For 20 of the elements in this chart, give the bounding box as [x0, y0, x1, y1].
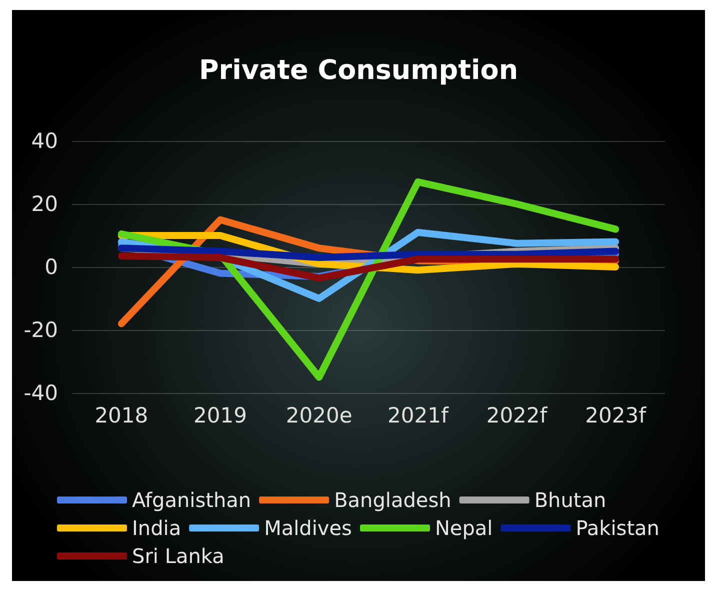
legend-label: India	[132, 516, 182, 540]
y-tick-label: 40	[31, 129, 58, 153]
y-tick-label: -40	[24, 381, 58, 405]
legend-label: Sri Lanka	[132, 544, 224, 568]
x-tick-label: 2018	[94, 404, 148, 428]
y-tick-label: -20	[24, 318, 58, 342]
x-tick-label: 2022f	[486, 404, 548, 428]
legend-label: Pakistan	[576, 516, 660, 540]
chart-title: Private Consumption	[198, 55, 518, 86]
legend-label: Bhutan	[534, 488, 606, 512]
x-tick-label: 2021f	[387, 404, 449, 428]
legend-label: Afganisthan	[132, 488, 252, 512]
legend-label: Bangladesh	[334, 488, 452, 512]
x-tick-label: 2020e	[286, 404, 352, 428]
y-tick-label: 20	[31, 192, 58, 216]
legend-label: Maldives	[264, 516, 352, 540]
x-tick-label: 2019	[194, 404, 247, 428]
y-tick-label: 0	[44, 255, 58, 279]
x-tick-label: 2023f	[585, 404, 647, 428]
legend-label: Nepal	[434, 516, 493, 540]
